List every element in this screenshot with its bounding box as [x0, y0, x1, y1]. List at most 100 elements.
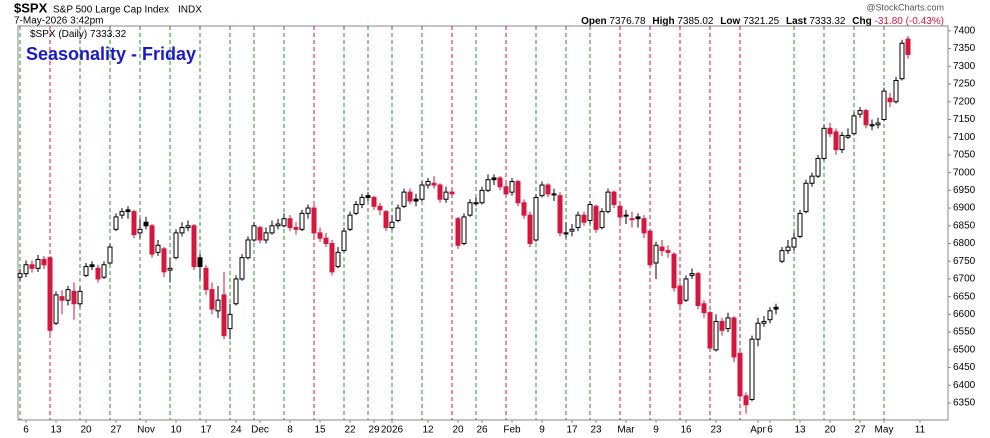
- candle-body: [359, 196, 365, 206]
- candle-body: [215, 299, 221, 312]
- candle-body: [65, 289, 71, 301]
- y-tick-label: 6750: [953, 256, 976, 267]
- candle-body: [383, 211, 389, 229]
- candle-body: [569, 228, 575, 232]
- x-tick-label: 13: [50, 425, 62, 436]
- candle-body: [335, 251, 341, 268]
- x-tick-label: Nov: [137, 425, 155, 436]
- candle-body: [839, 134, 845, 151]
- stat-value: 7333.32: [809, 16, 846, 27]
- candle-body: [149, 225, 155, 255]
- x-tick-label: 9: [653, 425, 659, 436]
- candle-body: [635, 216, 641, 220]
- candle-body: [581, 214, 587, 223]
- candle-body: [41, 258, 47, 266]
- candle-body: [395, 207, 401, 221]
- candle-body: [251, 225, 257, 241]
- candle-body: [281, 218, 287, 227]
- y-tick-label: 6550: [953, 327, 976, 338]
- candle-body: [167, 267, 173, 271]
- candle-body: [341, 230, 347, 252]
- candle-body: [665, 250, 671, 253]
- candle-body: [233, 278, 239, 305]
- y-tick-label: 7000: [953, 167, 976, 178]
- candle-body: [185, 225, 191, 229]
- candle-body: [263, 232, 269, 241]
- candle-body: [779, 250, 785, 262]
- candle-body: [683, 278, 689, 301]
- candle-body: [347, 214, 353, 230]
- x-tick-label: 6: [23, 425, 29, 436]
- candle-body: [413, 198, 419, 202]
- candle-body: [851, 115, 857, 135]
- candle-body: [101, 264, 107, 278]
- x-tick-label: 26: [476, 425, 488, 436]
- candle-body: [203, 267, 209, 291]
- x-tick-label: 11: [915, 425, 926, 436]
- candle-body: [713, 320, 719, 351]
- x-tick-label: 15: [314, 425, 326, 436]
- x-tick-label: 27: [110, 425, 122, 436]
- y-tick-label: 6850: [953, 220, 976, 231]
- candle-body: [287, 218, 293, 229]
- stat-value: 7321.25: [743, 16, 780, 27]
- stat-label: Low: [720, 16, 740, 27]
- candle-body: [275, 223, 281, 227]
- candle-body: [77, 290, 83, 305]
- candle-body: [617, 205, 623, 218]
- candle-body: [509, 180, 515, 193]
- x-tick-label: 17: [566, 425, 578, 436]
- candle-body: [815, 157, 821, 177]
- candle-body: [827, 127, 833, 135]
- x-tick-label: 20: [80, 425, 92, 436]
- change-value: -31.80 (-0.43%): [875, 16, 944, 27]
- brand: @StockCharts.com: [866, 2, 944, 12]
- candle-body: [869, 124, 875, 127]
- x-tick-label: 23: [590, 425, 602, 436]
- candle-body: [761, 320, 767, 324]
- x-tick-label: 24: [230, 425, 242, 436]
- candle-body: [179, 227, 185, 234]
- y-tick-label: 7100: [953, 132, 976, 143]
- candle-body: [857, 110, 863, 115]
- candle-body: [377, 205, 383, 211]
- stat-value: 7376.78: [609, 16, 646, 27]
- candle-body: [485, 179, 491, 191]
- candle-body: [863, 110, 869, 126]
- candle-body: [239, 257, 245, 280]
- y-tick-label: 7400: [953, 26, 976, 37]
- candle-body: [191, 225, 197, 268]
- candle-body: [23, 264, 29, 275]
- stat-label: High: [652, 16, 674, 27]
- candle-body: [425, 180, 431, 186]
- candle-body: [749, 338, 755, 400]
- candle-body: [833, 131, 839, 151]
- symbol: $SPX: [14, 0, 48, 15]
- x-tick-label: 8: [287, 425, 293, 436]
- x-tick-label: Feb: [503, 425, 521, 436]
- candle-body: [35, 258, 41, 269]
- candle-body: [887, 97, 893, 103]
- x-tick-label: May: [875, 425, 894, 436]
- candle-body: [389, 221, 395, 229]
- candle-body: [641, 218, 647, 234]
- y-tick-label: 6400: [953, 380, 976, 391]
- y-tick-label: 6450: [953, 362, 976, 373]
- candle-body: [899, 42, 905, 80]
- candle-body: [443, 191, 449, 200]
- candle-body: [467, 202, 473, 216]
- candle-body: [845, 134, 851, 138]
- candle-body: [587, 204, 593, 221]
- candle-body: [401, 191, 407, 207]
- candle-body: [905, 38, 911, 55]
- stat-label: Last: [786, 16, 807, 27]
- candle-body: [59, 296, 65, 301]
- stats: Open 7376.78 High 7385.02 Low 7321.25 La…: [581, 16, 944, 27]
- candle-body: [221, 294, 227, 337]
- security-name: S&P 500 Large Cap Index: [53, 5, 169, 16]
- candle-body: [755, 322, 761, 340]
- candle-body: [437, 184, 443, 200]
- candle-body: [371, 196, 377, 207]
- candle-body: [743, 395, 749, 406]
